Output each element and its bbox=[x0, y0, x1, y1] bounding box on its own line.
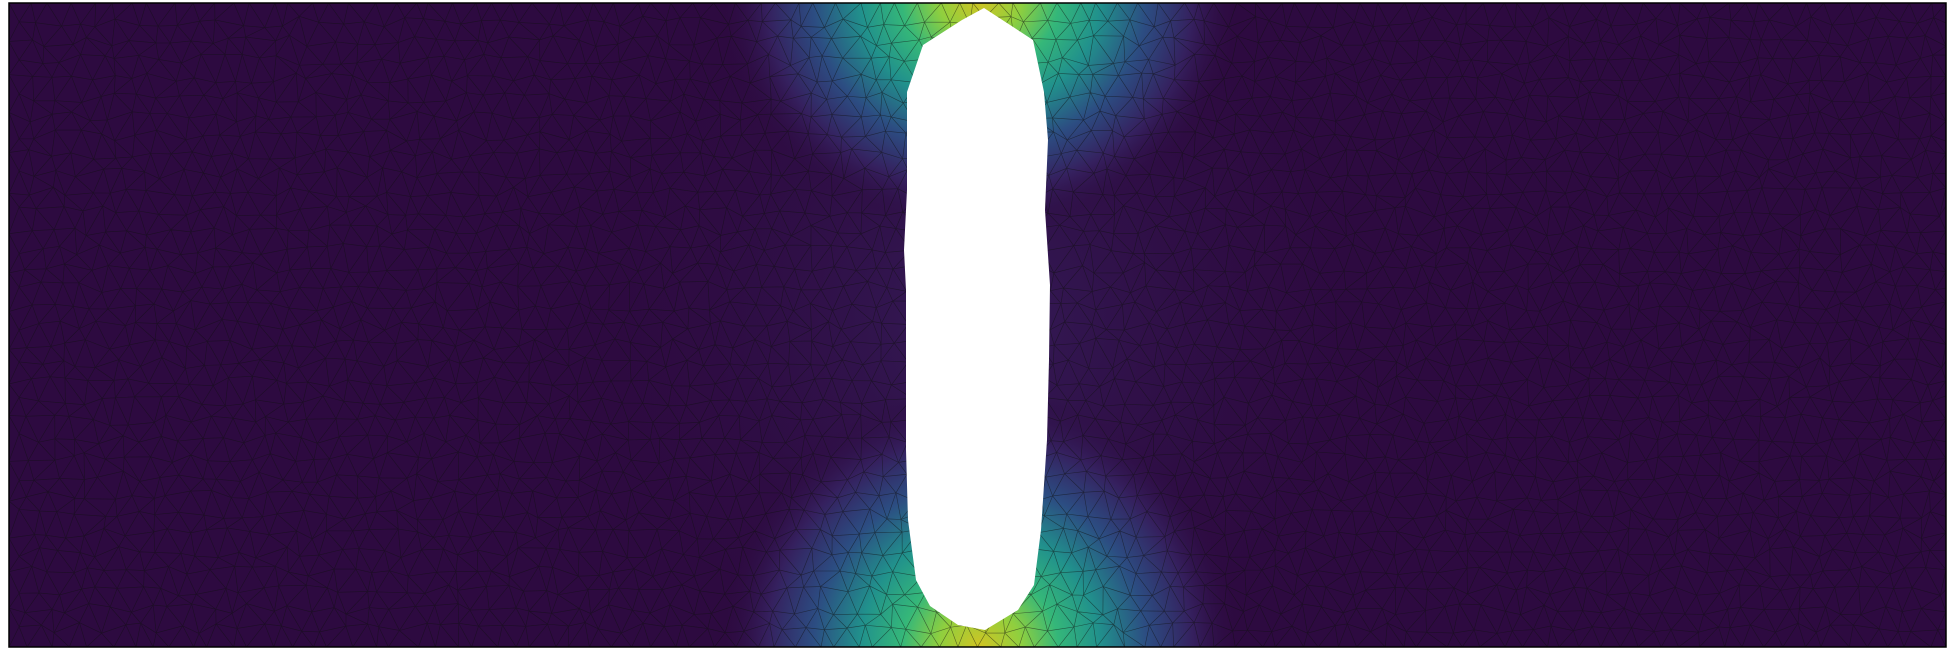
triangle-mesh bbox=[9, 3, 1946, 647]
mesh-edges bbox=[9, 3, 1946, 647]
slot-hole bbox=[904, 8, 1050, 630]
domain-border bbox=[8, 2, 1947, 648]
